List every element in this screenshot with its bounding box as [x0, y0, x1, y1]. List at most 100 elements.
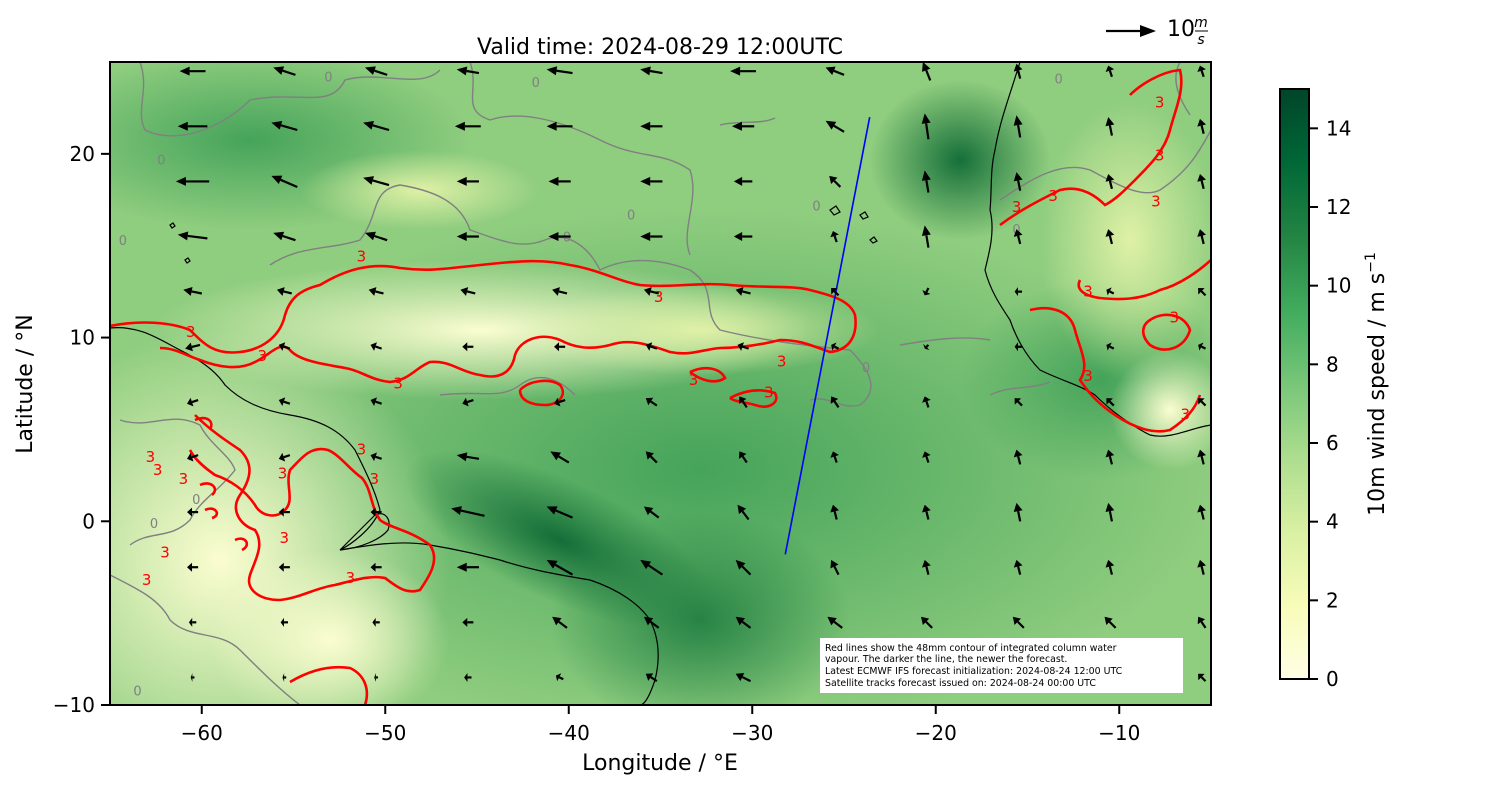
- wind-vector: [185, 342, 201, 352]
- wind-vector: [827, 616, 843, 629]
- grey-contour-label: 0: [192, 493, 200, 508]
- grey-contour-label: 0: [133, 684, 141, 699]
- wind-vector: [554, 397, 566, 407]
- wind-vector: [1197, 229, 1207, 245]
- iwv-contour-west-small: [289, 665, 369, 705]
- contour-label: 3: [1012, 198, 1022, 216]
- wind-vector: [737, 342, 749, 351]
- wind-vector: [1197, 504, 1207, 520]
- wind-vector: [1104, 616, 1117, 629]
- wind-vector: [546, 66, 573, 76]
- contour-label: 3: [1083, 367, 1093, 385]
- wind-vector: [730, 66, 757, 76]
- wind-vector: [735, 559, 752, 576]
- wind-vector: [1197, 616, 1207, 629]
- wind-vector: [175, 176, 210, 186]
- iwv-contour-north: [110, 259, 857, 384]
- wind-vector: [831, 287, 840, 297]
- contour-label: 3: [1170, 308, 1180, 326]
- contour-label: 3: [1155, 147, 1165, 165]
- grey-contour-label: 0: [862, 361, 870, 376]
- y-axis-label: Latitude / °N: [13, 314, 38, 453]
- wind-vector: [456, 176, 479, 186]
- wind-vector: [1013, 115, 1023, 138]
- note-line-4: Satellite tracks forecast issued on: 202…: [825, 678, 1096, 689]
- wind-vector: [1014, 287, 1023, 297]
- wind-vector: [454, 121, 481, 131]
- wind-vector: [462, 617, 474, 627]
- wind-vector: [271, 121, 298, 132]
- wind-vector: [370, 452, 382, 462]
- colorbar-bar: [1279, 88, 1310, 680]
- wind-vector: [278, 507, 290, 517]
- wind-vector: [640, 232, 663, 242]
- wind-vector: [830, 396, 840, 409]
- contour-label: 3: [100, 318, 110, 336]
- wind-vector: [1198, 398, 1207, 407]
- wind-vector: [645, 673, 658, 683]
- wind-vector: [830, 451, 839, 463]
- wind-vector: [546, 121, 573, 131]
- wind-vector: [1197, 118, 1207, 134]
- wind-vector: [1105, 174, 1115, 190]
- wind-vector: [364, 231, 388, 242]
- wind-vector: [370, 397, 382, 406]
- colorbar-tick-label: 6: [1326, 431, 1339, 455]
- wind-vector: [179, 66, 206, 76]
- wind-vector: [546, 506, 573, 519]
- contour-label: 3: [179, 470, 189, 488]
- wind-vector: [1013, 449, 1023, 465]
- wind-vector: [276, 287, 292, 296]
- wind-vector: [643, 287, 659, 296]
- colorbar-tick-label: 8: [1326, 352, 1339, 376]
- wind-vector: [552, 616, 568, 629]
- wind-vector: [451, 506, 485, 517]
- wind-vector: [363, 176, 390, 187]
- wind-vector: [1013, 502, 1023, 522]
- wind-vector: [548, 232, 571, 242]
- wind-vector: [1013, 559, 1023, 575]
- wind-vector: [645, 451, 658, 464]
- y-tick-label: 10: [70, 326, 95, 350]
- wind-vector: [1106, 287, 1115, 296]
- wind-vector: [363, 121, 390, 132]
- wind-vector: [922, 559, 931, 575]
- wind-vector: [738, 396, 748, 409]
- wind-vector: [370, 562, 382, 572]
- wind-vector: [554, 342, 566, 352]
- contour-label: 3: [346, 569, 356, 587]
- x-axis-label: Longitude / °E: [582, 751, 738, 776]
- x-tick-label: −60: [181, 721, 223, 745]
- wind-vector: [830, 230, 839, 243]
- satellite-track: [784, 116, 871, 555]
- iwv-contour-east: [999, 68, 1211, 433]
- wind-vector: [1106, 342, 1115, 351]
- wind-vector: [733, 176, 753, 186]
- wind-vector: [555, 673, 564, 682]
- wind-vector: [550, 451, 570, 464]
- wind-vector: [548, 176, 571, 186]
- wind-vector: [735, 673, 751, 683]
- quiver-key-arrowhead: [1140, 25, 1156, 37]
- contour-label: 3: [357, 248, 367, 266]
- contour-label: 3: [278, 465, 288, 483]
- wind-vector: [187, 507, 199, 517]
- contour-label: 3: [153, 461, 163, 479]
- contour-label: 3: [1181, 406, 1191, 424]
- wind-vector: [1198, 287, 1207, 297]
- wind-vector: [1013, 229, 1023, 245]
- wind-vector: [273, 231, 296, 242]
- wind-vector: [1013, 63, 1023, 79]
- grey-contour-label: 0: [627, 208, 635, 223]
- contour-label: 3: [369, 470, 379, 488]
- wind-vector: [640, 559, 664, 576]
- wind-vector: [1105, 449, 1115, 465]
- wind-vector: [1106, 398, 1115, 407]
- wind-vector: [830, 504, 840, 520]
- wind-vector: [464, 672, 472, 682]
- grey-contour-label: 0: [150, 517, 158, 532]
- wind-vector: [456, 66, 480, 76]
- contour-label: 3: [654, 288, 664, 306]
